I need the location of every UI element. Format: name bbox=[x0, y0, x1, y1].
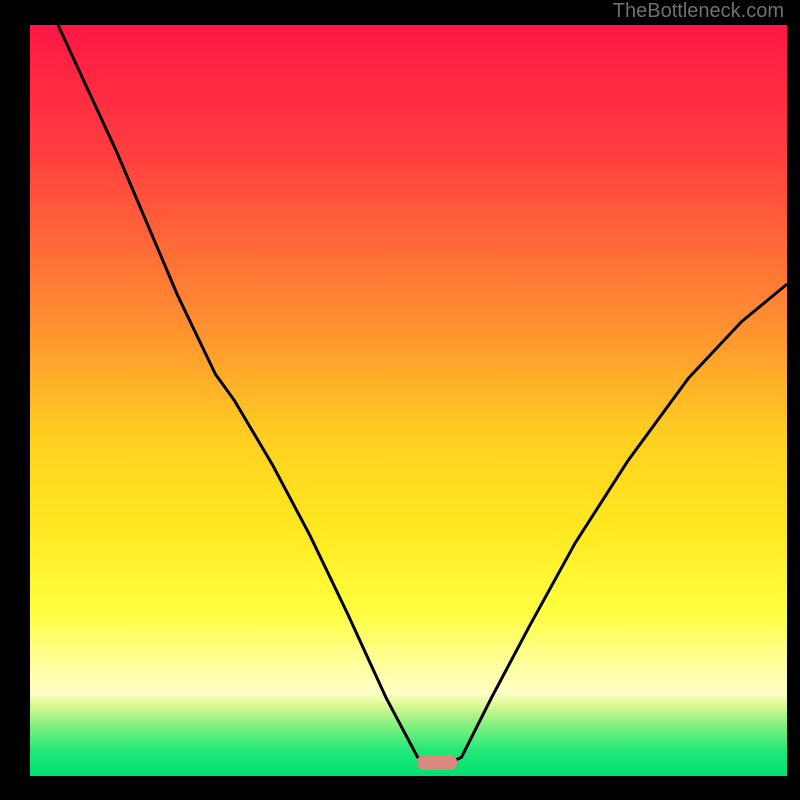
watermark-label: TheBottleneck.com bbox=[613, 0, 784, 23]
optimal-marker bbox=[417, 755, 457, 770]
chart-frame: TheBottleneck.com bbox=[0, 0, 800, 800]
green-band bbox=[30, 693, 787, 776]
plot-area bbox=[30, 25, 787, 776]
gradient-background bbox=[30, 25, 787, 693]
